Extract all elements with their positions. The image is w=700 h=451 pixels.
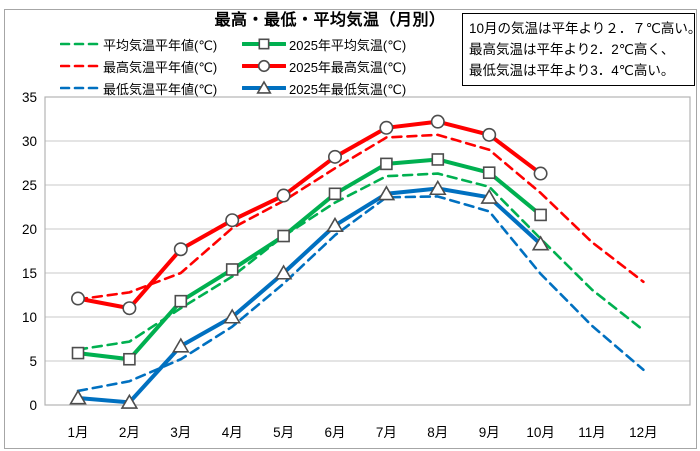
x-axis-month-label: 10月	[526, 425, 555, 440]
y-axis-tick-label: 10	[22, 310, 37, 325]
legend-item-average-2025: 2025年平均気温(℃)	[242, 35, 460, 54]
marker-square	[225, 263, 239, 276]
legend-label: 2025年最高気温(℃)	[289, 59, 407, 75]
legend-sample-solid-blue-triangle-icon	[242, 80, 286, 94]
y-axis-tick-label: 15	[22, 266, 37, 281]
x-axis-month-label: 12月	[629, 425, 658, 440]
marker-circle	[379, 120, 394, 135]
x-axis-month-label: 2月	[119, 425, 140, 440]
series-line-dashed	[76, 133, 645, 301]
series-line-solid	[76, 186, 543, 405]
marker-square	[380, 157, 393, 171]
legend-sample-dashed-green-icon	[60, 42, 100, 46]
y-axis-tick-label: 20	[22, 222, 37, 237]
marker-triangle	[223, 308, 241, 324]
legend-item-average-normal: 平均気温平年値(℃)	[60, 35, 242, 54]
marker-triangle	[377, 185, 396, 201]
marker-circle	[122, 301, 137, 316]
x-axis-month-label: 9月	[479, 425, 500, 440]
marker-triangle	[326, 216, 344, 233]
legend-label: 平均気温平年値(℃)	[103, 37, 218, 53]
legend-item-low-normal: 最低気温平年値(℃)	[60, 79, 242, 98]
legend-sample-dashed-red-icon	[60, 64, 100, 68]
marker-square	[258, 38, 270, 50]
legend-label: 最低気温平年値(℃)	[103, 81, 218, 97]
marker-square	[174, 294, 188, 308]
y-axis-tick-label: 35	[22, 90, 37, 105]
x-axis-month-label: 6月	[324, 425, 345, 440]
marker-square	[277, 229, 290, 243]
marker-square	[534, 208, 547, 222]
marker-circle	[257, 59, 271, 73]
x-axis-month-label: 3月	[170, 425, 191, 440]
marker-circle	[276, 188, 291, 203]
y-axis-tick-label: 5	[29, 354, 37, 369]
marker-circle	[533, 166, 548, 181]
chart-title: 最高・最低・平均気温（月別）	[214, 12, 446, 29]
x-axis-month-label: 8月	[427, 425, 448, 440]
series-line-solid	[76, 119, 543, 311]
marker-square	[482, 166, 496, 179]
marker-triangle	[531, 235, 550, 251]
marker-circle	[482, 127, 497, 142]
x-axis-month-label: 5月	[273, 425, 294, 440]
annotation-line-3: 最低気温は平年より3．4℃高い。	[469, 63, 675, 78]
legend-item-high-normal: 最高気温平年値(℃)	[60, 57, 242, 76]
marker-triangle	[274, 264, 293, 280]
y-axis-tick-label: 25	[22, 178, 37, 193]
marker-circle	[173, 242, 188, 257]
marker-circle	[430, 114, 445, 129]
x-axis-month-label: 1月	[67, 425, 88, 440]
legend-label: 2025年平均気温(℃)	[289, 37, 407, 53]
legend-sample-dashed-blue-icon	[60, 86, 100, 90]
marker-square	[328, 187, 342, 201]
annotation-line-2: 最高気温は平年より2．2℃高く、	[469, 42, 675, 57]
marker-triangle	[69, 389, 87, 405]
legend-item-low-2025: 2025年最低気温(℃)	[242, 79, 460, 98]
plot-border	[44, 96, 691, 406]
marker-square	[71, 346, 85, 360]
marker-triangle	[120, 393, 139, 409]
legend-item-high-2025: 2025年最高気温(℃)	[242, 57, 460, 76]
series-line-dashed	[76, 195, 645, 393]
legend-sample-solid-red-circle-icon	[242, 59, 286, 73]
marker-triangle	[480, 188, 498, 204]
marker-circle	[327, 149, 342, 164]
annotation-line-1: 10月の気温は平年より２．７℃高い。	[469, 21, 700, 36]
marker-triangle	[256, 80, 272, 94]
x-axis-month-label: 11月	[578, 425, 606, 440]
marker-triangle	[172, 337, 190, 353]
series-line-dashed	[76, 172, 645, 351]
legend: 平均気温平年値(℃) 2025年平均気温(℃) 最高気温平年値(℃) 2025年…	[60, 33, 460, 99]
marker-circle	[225, 213, 240, 228]
marker-circle	[71, 291, 86, 306]
x-axis-month-label: 4月	[222, 425, 243, 440]
legend-sample-solid-green-square-icon	[242, 38, 286, 50]
y-axis-tick-label: 0	[29, 398, 37, 413]
marker-square	[123, 352, 136, 366]
legend-label: 2025年最低気温(℃)	[289, 81, 407, 97]
x-axis-month-label: 7月	[376, 425, 397, 440]
marker-triangle	[429, 179, 447, 196]
legend-label: 最高気温平年値(℃)	[103, 59, 218, 75]
marker-square	[431, 153, 445, 166]
series-line-solid	[76, 157, 543, 362]
y-axis-tick-label: 30	[22, 134, 37, 149]
annotation-box: 10月の気温は平年より２．７℃高い。 最高気温は平年より2．2℃高く、 最低気温…	[462, 13, 700, 86]
